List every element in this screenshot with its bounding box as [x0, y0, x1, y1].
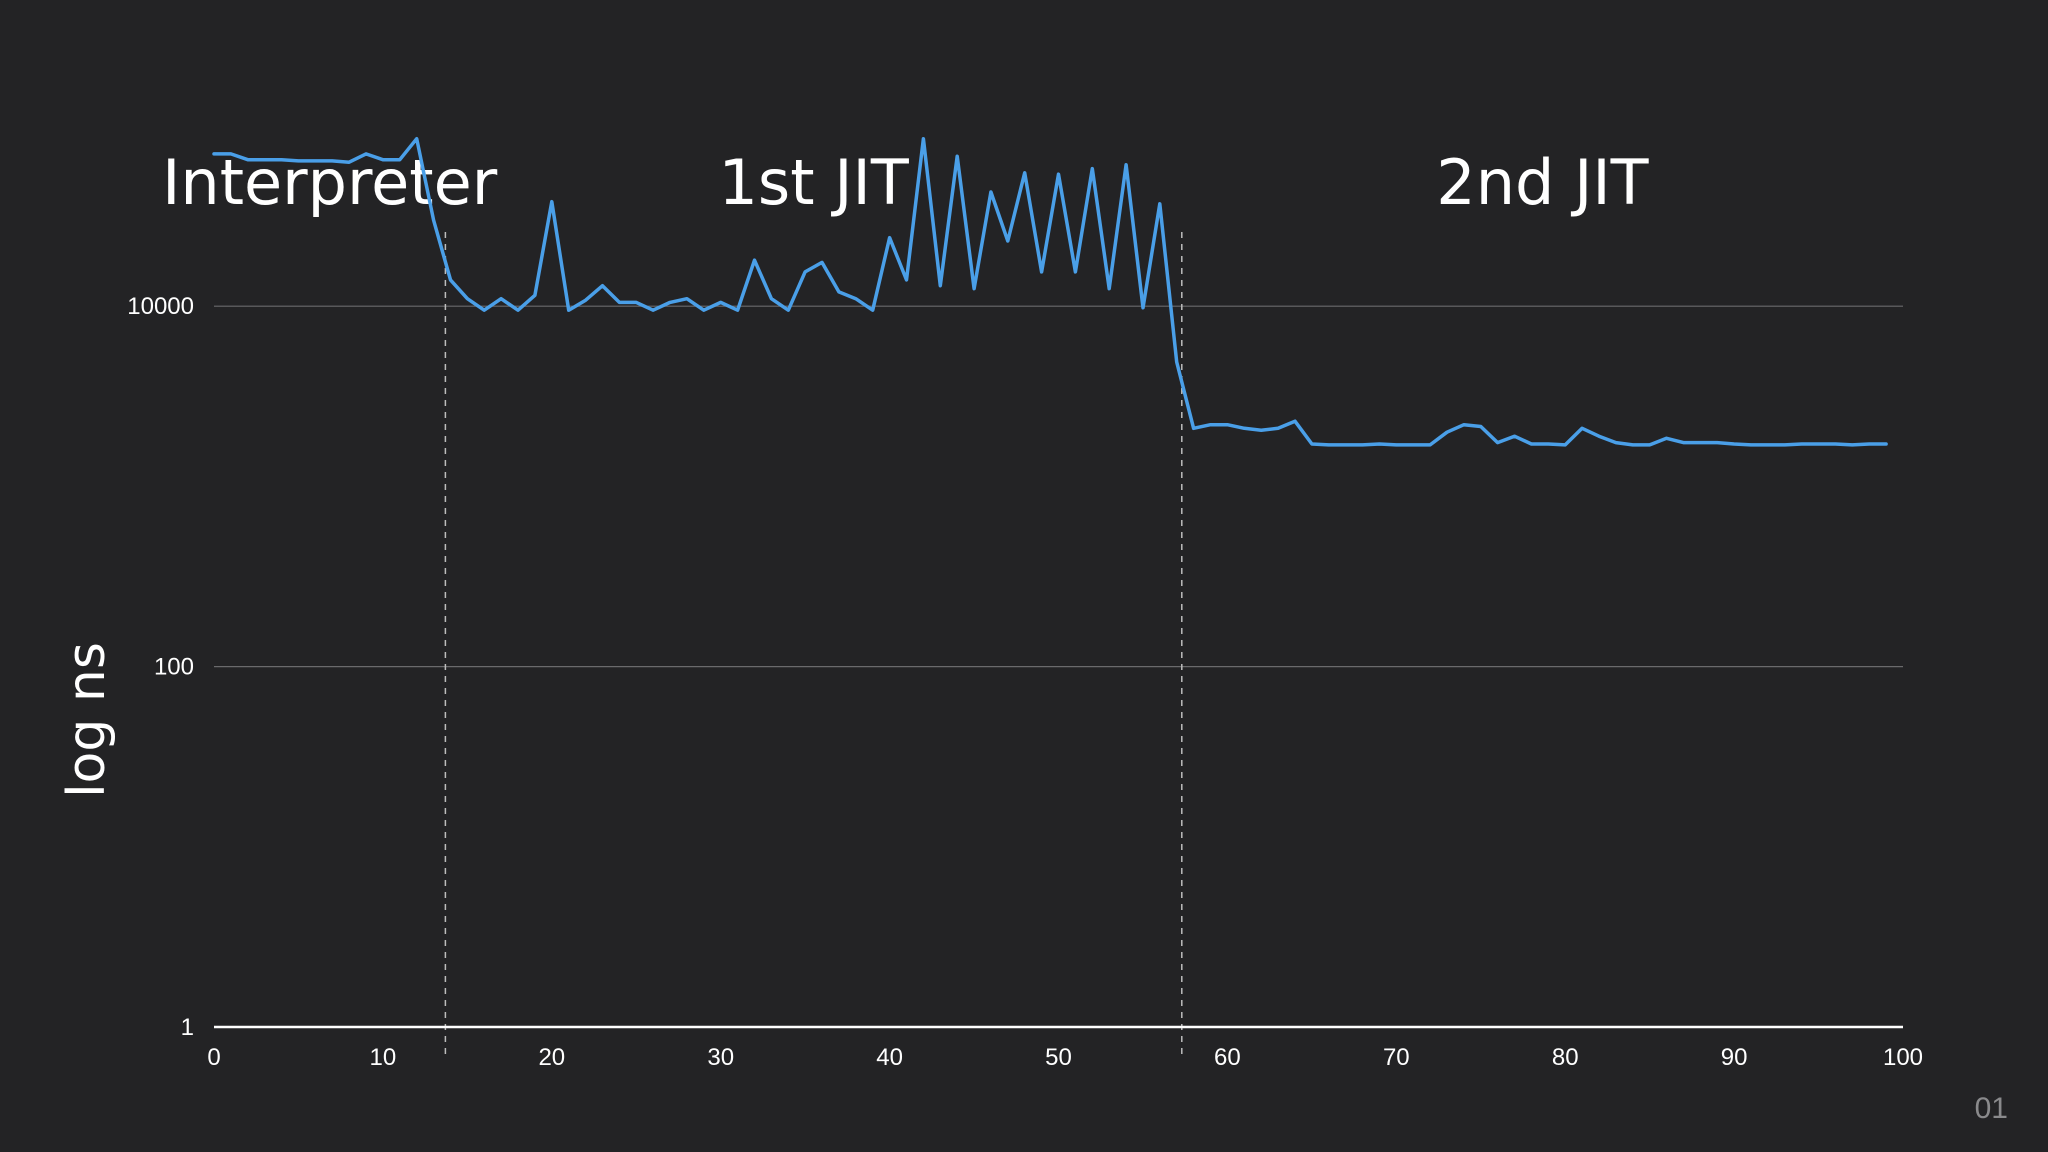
x-tick-label: 60	[1214, 1044, 1241, 1071]
x-tick-label: 100	[1883, 1044, 1923, 1071]
x-tick-label: 70	[1383, 1044, 1410, 1071]
y-axis-label: log ns	[57, 642, 117, 798]
x-tick-label: 90	[1721, 1044, 1748, 1071]
slide-number: 01	[1975, 1092, 2008, 1125]
phase-label: 1st JIT	[718, 146, 909, 219]
x-tick-label: 20	[538, 1044, 565, 1071]
x-tick-label: 10	[370, 1044, 397, 1071]
y-tick-label: 10000	[127, 293, 194, 320]
phase-dividers	[444, 232, 1183, 1060]
x-tick-label: 30	[707, 1044, 734, 1071]
grid-lines	[214, 305, 1903, 668]
x-tick-label: 0	[207, 1044, 220, 1071]
y-tick-label: 1	[181, 1014, 194, 1041]
phase-label: Interpreter	[162, 146, 498, 219]
series-group	[212, 136, 1888, 447]
x-tick-label: 80	[1552, 1044, 1579, 1071]
y-tick-label: 100	[154, 654, 194, 681]
x-tick-label: 40	[876, 1044, 903, 1071]
phase-labels: Interpreter 1st JIT 2nd JIT	[162, 146, 1650, 219]
phase-label: 2nd JIT	[1436, 146, 1649, 219]
x-tick-label: 50	[1045, 1044, 1072, 1071]
tick-labels: 1 100 10000 0 10 20 30 40 50 60 70 80 90 100	[127, 293, 1923, 1071]
series-line	[212, 136, 1888, 447]
